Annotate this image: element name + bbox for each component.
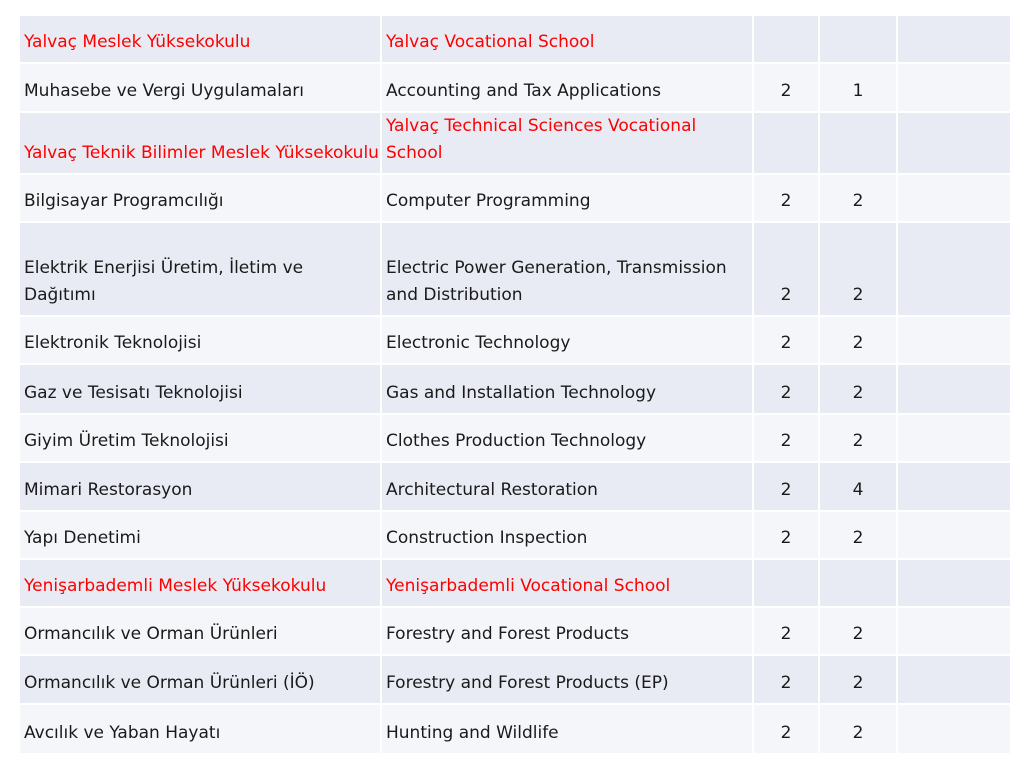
value-b-cell: 2: [818, 413, 898, 463]
value-a-cell: 2: [752, 606, 820, 656]
turkish-name-cell: Elektrik Enerjisi Üretim, İletim ve Dağı…: [18, 221, 382, 317]
program-table-sheet: Yalvaç Meslek Yüksekokulu Yalvaç Vocation…: [18, 14, 1012, 755]
english-name-cell: Architectural Restoration: [380, 461, 754, 512]
program-row: Ormancılık ve Orman Ürünleri (İÖ) Forestr…: [18, 654, 1012, 705]
empty-cell: [896, 654, 1012, 705]
program-row: Gaz ve Tesisatı Teknolojisi Gas and Insta…: [18, 363, 1012, 415]
english-name-cell: Construction Inspection: [380, 510, 754, 560]
faculty-row: Yenişarbademli Meslek Yüksekokulu Yenişar…: [18, 558, 1012, 608]
english-name-cell: Accounting and Tax Applications: [380, 62, 754, 113]
program-row: Yapı Denetimi Construction Inspection 2 2: [18, 510, 1012, 560]
program-table-body: Yalvaç Meslek Yüksekokulu Yalvaç Vocation…: [18, 14, 1012, 755]
value-a-cell: 2: [752, 510, 820, 560]
program-row: Avcılık ve Yaban Hayatı Hunting and Wildl…: [18, 703, 1012, 755]
value-a-cell: 2: [752, 413, 820, 463]
english-name-cell: Gas and Installation Technology: [380, 363, 754, 415]
value-a-cell: 2: [752, 62, 820, 113]
turkish-name-cell: Yapı Denetimi: [18, 510, 382, 560]
english-name-cell: Hunting and Wildlife: [380, 703, 754, 755]
english-name-cell: Clothes Production Technology: [380, 413, 754, 463]
turkish-name-cell: Yalvaç Meslek Yüksekokulu: [18, 14, 382, 64]
value-b-cell: 1: [818, 62, 898, 113]
value-b-cell: 2: [818, 315, 898, 365]
english-name-cell: Electric Power Generation, Transmission …: [380, 221, 754, 317]
english-name-cell: Yalvaç Vocational School: [380, 14, 754, 64]
turkish-name-cell: Muhasebe ve Vergi Uygulamaları: [18, 62, 382, 113]
value-b-cell: [818, 111, 898, 175]
english-name-cell: Forestry and Forest Products: [380, 606, 754, 656]
value-a-cell: 2: [752, 173, 820, 223]
program-row: Ormancılık ve Orman Ürünleri Forestry and…: [18, 606, 1012, 656]
turkish-name-cell: Bilgisayar Programcılığı: [18, 173, 382, 223]
english-name-cell: Yalvaç Technical Sciences Vocational Sch…: [380, 111, 754, 175]
value-a-cell: [752, 14, 820, 64]
empty-cell: [896, 221, 1012, 317]
empty-cell: [896, 363, 1012, 415]
empty-cell: [896, 558, 1012, 608]
value-a-cell: 2: [752, 315, 820, 365]
empty-cell: [896, 413, 1012, 463]
value-a-cell: 2: [752, 221, 820, 317]
program-row: Muhasebe ve Vergi Uygulamaları Accounting…: [18, 62, 1012, 113]
empty-cell: [896, 173, 1012, 223]
value-b-cell: 4: [818, 461, 898, 512]
program-row: Mimari Restorasyon Architectural Restorat…: [18, 461, 1012, 512]
value-b-cell: [818, 14, 898, 64]
value-b-cell: 2: [818, 703, 898, 755]
empty-cell: [896, 510, 1012, 560]
faculty-row: Yalvaç Teknik Bilimler Meslek Yüksekokul…: [18, 111, 1012, 175]
english-name-cell: Computer Programming: [380, 173, 754, 223]
turkish-name-cell: Gaz ve Tesisatı Teknolojisi: [18, 363, 382, 415]
program-row: Elektrik Enerjisi Üretim, İletim ve Dağı…: [18, 221, 1012, 317]
value-b-cell: 2: [818, 606, 898, 656]
program-row: Bilgisayar Programcılığı Computer Program…: [18, 173, 1012, 223]
turkish-name-cell: Yenişarbademli Meslek Yüksekokulu: [18, 558, 382, 608]
program-table: Yalvaç Meslek Yüksekokulu Yalvaç Vocation…: [18, 14, 1012, 755]
empty-cell: [896, 606, 1012, 656]
value-a-cell: [752, 111, 820, 175]
turkish-name-cell: Ormancılık ve Orman Ürünleri: [18, 606, 382, 656]
empty-cell: [896, 14, 1012, 64]
value-a-cell: 2: [752, 703, 820, 755]
turkish-name-cell: Mimari Restorasyon: [18, 461, 382, 512]
english-name-cell: Forestry and Forest Products (EP): [380, 654, 754, 705]
english-name-cell: Electronic Technology: [380, 315, 754, 365]
value-a-cell: 2: [752, 461, 820, 512]
empty-cell: [896, 111, 1012, 175]
value-b-cell: 2: [818, 363, 898, 415]
empty-cell: [896, 62, 1012, 113]
value-a-cell: 2: [752, 363, 820, 415]
program-row: Giyim Üretim Teknolojisi Clothes Producti…: [18, 413, 1012, 463]
value-b-cell: 2: [818, 510, 898, 560]
value-b-cell: [818, 558, 898, 608]
value-b-cell: 2: [818, 221, 898, 317]
turkish-name-cell: Ormancılık ve Orman Ürünleri (İÖ): [18, 654, 382, 705]
empty-cell: [896, 315, 1012, 365]
program-row: Elektronik Teknolojisi Electronic Technol…: [18, 315, 1012, 365]
turkish-name-cell: Yalvaç Teknik Bilimler Meslek Yüksekokul…: [18, 111, 382, 175]
value-b-cell: 2: [818, 654, 898, 705]
value-b-cell: 2: [818, 173, 898, 223]
turkish-name-cell: Giyim Üretim Teknolojisi: [18, 413, 382, 463]
english-name-cell: Yenişarbademli Vocational School: [380, 558, 754, 608]
value-a-cell: 2: [752, 654, 820, 705]
turkish-name-cell: Elektronik Teknolojisi: [18, 315, 382, 365]
faculty-row: Yalvaç Meslek Yüksekokulu Yalvaç Vocation…: [18, 14, 1012, 64]
value-a-cell: [752, 558, 820, 608]
empty-cell: [896, 461, 1012, 512]
turkish-name-cell: Avcılık ve Yaban Hayatı: [18, 703, 382, 755]
empty-cell: [896, 703, 1012, 755]
